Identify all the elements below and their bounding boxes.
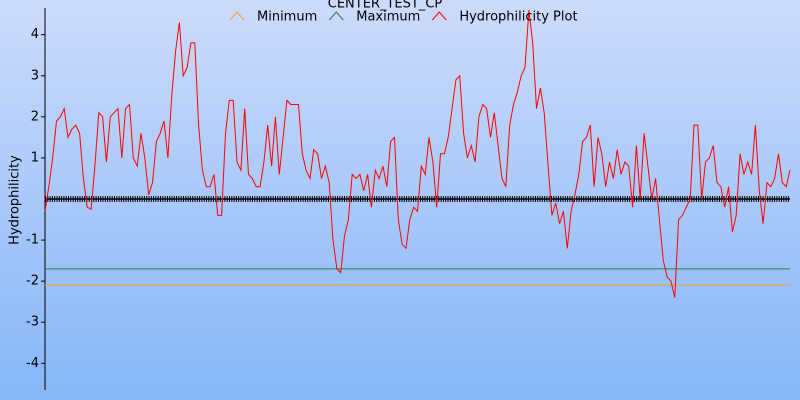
y-tick-label: -1 [26, 233, 39, 248]
y-tick-label: 3 [31, 68, 39, 83]
legend-icon [229, 11, 245, 21]
y-tick-label: -2 [26, 274, 39, 289]
chart-title: CENTER_TEST_CP [328, 0, 443, 12]
y-axis-label: Hydrophilicity [8, 155, 23, 245]
legend-icon [328, 11, 344, 21]
y-tick-label: 2 [31, 109, 39, 124]
y-tick-label: 1 [31, 150, 39, 165]
y-tick-label: 4 [31, 27, 39, 42]
y-tick-label: -3 [26, 315, 39, 330]
legend-icon [431, 11, 447, 21]
legend-label: Maximum [356, 10, 420, 25]
legend-label: Minimum [257, 10, 317, 25]
data-line [44, 10, 791, 298]
legend-label: Hydrophilicity Plot [459, 10, 577, 25]
y-tick-label: -4 [26, 356, 39, 371]
